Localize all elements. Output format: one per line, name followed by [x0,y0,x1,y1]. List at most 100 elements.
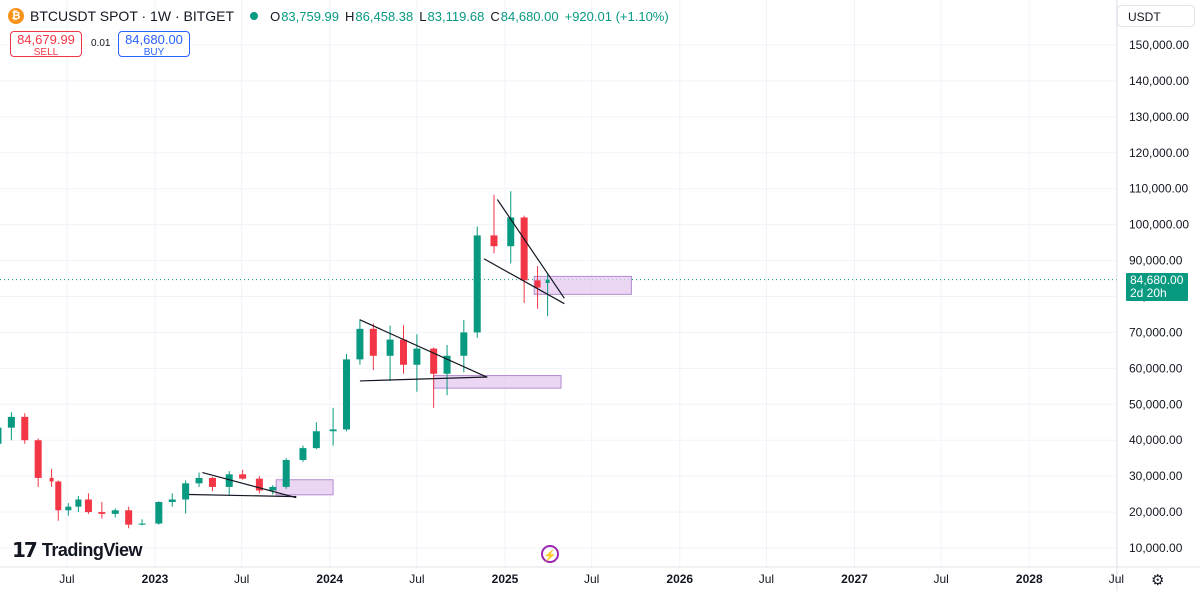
gear-icon[interactable]: ⚙ [1151,571,1165,589]
sell-button[interactable]: 84,679.99 SELL [10,31,82,58]
x-tick-label: Jul [759,572,774,586]
ohlc-low-value: 83,119.68 [427,8,485,24]
ohlc-close-label: C [490,8,500,24]
x-tick-label: Jul [234,572,249,586]
candle-body [399,339,407,365]
candle-body [138,523,146,525]
grid-layer [0,0,1117,567]
candle-body [329,429,337,432]
y-tick-label: 60,000.00 [1129,361,1183,375]
zone-layer [275,275,632,496]
symbol-title[interactable]: BTCUSDT SPOT · 1W · BITGET [30,8,235,24]
x-tick-label: 2024 [316,572,343,586]
ohlc-high: H86,458.38 [345,9,413,24]
y-tick-label: 110,000.00 [1129,182,1188,196]
trendline-layer [188,199,565,499]
buy-button[interactable]: 84,680.00 BUY [118,31,190,58]
candle-body [282,459,290,487]
trendline [202,471,297,499]
y-tick-label: 140,000.00 [1129,74,1189,88]
candle-body [534,280,541,288]
candle-body [356,328,364,360]
support-zone [433,375,562,389]
candle-body [182,483,190,500]
candle-body [343,359,351,430]
candle-body [369,328,377,356]
candle-body [84,499,92,513]
ohlc-open-label: O [270,8,281,24]
candle-body [473,235,481,333]
y-tick-label: 130,000.00 [1129,110,1189,124]
candle-body [520,217,528,281]
ohlc-low: L83,119.68 [419,9,484,24]
x-tick-label: 2026 [666,572,693,586]
bitcoin-icon: ₿ [8,8,24,24]
x-tick-label: 2025 [492,572,519,586]
y-tick-label: 150,000.00 [1129,38,1189,52]
y-tick-label: 90,000.00 [1129,254,1183,268]
buy-label: BUY [143,47,165,58]
candle-body [299,448,307,460]
ohlc-close-value: 84,680.00 [500,8,559,24]
candle-body [0,427,2,444]
y-tick-label: 20,000.00 [1129,505,1183,519]
last-price-tag: 84,680.00 2d 20h [1126,273,1188,301]
candle-body [49,477,54,482]
price-change: +920.01 (+1.10%) [564,8,669,24]
candle-layer [0,191,550,529]
x-tick-label: Jul [934,572,949,586]
buy-price: 84,680.00 [125,32,183,47]
lightning-icon[interactable]: ⚡ [541,545,559,563]
candle-body [312,431,320,449]
symbol-legend: ₿ BTCUSDT SPOT · 1W · BITGET O83,759.99 … [8,6,669,26]
x-tick-label: 2028 [1016,572,1043,586]
candle-body [443,355,451,374]
tradingview-logo-text: TradingView [41,539,143,560]
candle-body [195,477,203,484]
candle-body [168,499,176,503]
market-status-icon [250,12,259,20]
candle-body [239,474,247,479]
candle-body [413,348,421,365]
y-tick-label: 10,000.00 [1129,541,1183,555]
ohlc-high-label: H [345,8,355,24]
y-tick-label: 120,000.00 [1129,146,1189,160]
candle-body [255,478,263,491]
currency-selector[interactable]: USDT [1117,5,1195,27]
ohlc-open: O83,759.99 [270,9,339,24]
ohlc-low-label: L [419,8,427,24]
candle-body [55,481,62,511]
candle-body [545,279,550,283]
tradingview-logo[interactable]: 17 TradingView [12,538,143,562]
trendline [188,493,297,498]
candle-body [155,502,163,524]
trendline [359,319,488,378]
x-tick-label: Jul [1109,572,1124,586]
ohlc-close: C84,680.00 [490,9,558,24]
bar-countdown: 2d 20h [1130,286,1167,300]
support-zone [533,275,632,295]
sell-label: SELL [33,47,59,58]
x-tick-label: 2027 [841,572,868,586]
candle-body [98,512,106,514]
y-tick-label: 40,000.00 [1129,433,1183,447]
candle-body [7,416,15,428]
y-tick-label: 100,000.00 [1129,218,1189,232]
candle-body [490,235,498,247]
candle-body [111,510,119,514]
candle-body [21,416,29,441]
candle-body [208,477,216,487]
ohlc-open-value: 83,759.99 [281,8,340,24]
last-price-value: 84,680.00 [1130,273,1184,287]
ohlc-high-value: 86,458.38 [355,8,414,24]
x-tick-label: 2023 [142,572,169,586]
candle-body [125,510,133,525]
candle-body [507,217,515,247]
candle-body [225,474,233,487]
y-tick-label: 30,000.00 [1129,469,1183,483]
candle-body [34,440,42,478]
trendline [483,258,565,305]
candle-body [75,499,82,507]
